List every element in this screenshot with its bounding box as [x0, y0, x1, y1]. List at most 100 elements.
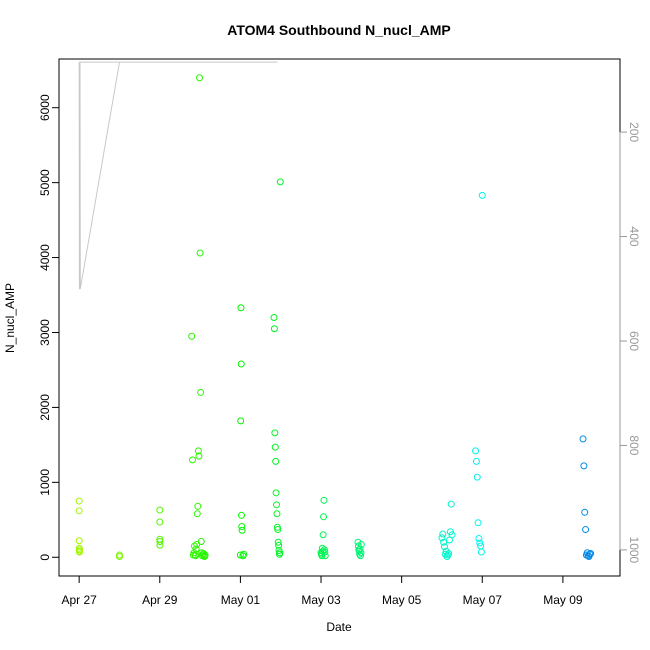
x-tick-label: Apr 29 — [142, 593, 178, 607]
data-point — [357, 549, 365, 557]
secondary-tick-label: 200 — [627, 122, 641, 142]
data-point — [196, 249, 204, 257]
data-point — [356, 550, 364, 558]
data-point — [444, 551, 452, 559]
x-tick-label: May 05 — [382, 593, 422, 607]
data-point — [193, 510, 201, 518]
data-point — [192, 552, 200, 560]
secondary-series-line — [78, 61, 278, 290]
data-point — [356, 545, 364, 553]
x-tick-label: May 07 — [463, 593, 503, 607]
data-point — [473, 473, 481, 481]
data-point — [276, 178, 284, 186]
y-tick-label: 0 — [38, 554, 52, 561]
data-point — [156, 541, 164, 549]
data-point — [439, 530, 447, 538]
data-point — [237, 417, 245, 425]
data-point — [75, 507, 83, 515]
data-point — [273, 510, 281, 518]
y-axis: 0 1000 2000 3000 4000 5000 6000 — [38, 94, 60, 561]
data-point — [197, 538, 205, 546]
data-point — [270, 314, 278, 321]
data-point — [440, 543, 448, 551]
secondary-series-lines — [78, 61, 278, 290]
data-point — [272, 457, 280, 465]
data-point — [270, 325, 278, 333]
data-point — [194, 447, 202, 455]
secondary-tick-label: 600 — [627, 331, 641, 351]
plot-frame — [58, 58, 621, 577]
data-point — [478, 191, 486, 199]
data-point — [274, 538, 282, 546]
x-tick-label: May 01 — [221, 593, 261, 607]
data-point — [272, 489, 280, 497]
data-point — [474, 519, 482, 527]
data-point — [275, 541, 283, 549]
data-point — [75, 546, 83, 554]
data-point — [194, 502, 202, 510]
data-point — [438, 534, 446, 542]
data-point — [321, 548, 329, 556]
data-point — [156, 518, 164, 526]
data-point — [448, 531, 456, 539]
y-axis-label: N_nucl_AMP — [3, 283, 17, 353]
data-point — [192, 545, 200, 553]
data-point — [197, 388, 205, 396]
data-point — [239, 552, 247, 560]
chart-title: ATOM4 Southbound N_nucl_AMP — [227, 22, 450, 38]
x-axis: Apr 27 Apr 29 May 01 May 03 May 05 May 07 May … — [61, 575, 583, 607]
data-point — [586, 550, 594, 558]
data-point — [189, 456, 197, 464]
data-point — [156, 538, 164, 546]
data-point — [238, 526, 246, 534]
data-point — [356, 552, 364, 560]
data-point — [188, 332, 196, 340]
data-point — [580, 462, 588, 470]
data-point — [447, 500, 455, 508]
y-tick-label: 6000 — [38, 94, 52, 121]
data-point — [75, 548, 83, 556]
data-point — [320, 496, 328, 504]
data-point — [357, 541, 365, 549]
data-point — [237, 304, 245, 312]
data-point — [445, 550, 453, 558]
data-point — [579, 435, 587, 443]
data-point — [472, 447, 480, 455]
x-tick-label: Apr 27 — [61, 593, 97, 607]
data-point — [271, 429, 279, 437]
data-point — [319, 531, 327, 539]
data-point — [320, 513, 328, 521]
secondary-tick-label: 800 — [627, 435, 641, 455]
data-point — [587, 550, 595, 558]
x-tick-label: May 03 — [301, 593, 341, 607]
y-tick-label: 5000 — [38, 169, 52, 196]
x-tick-label: May 09 — [543, 593, 583, 607]
data-point — [240, 550, 248, 558]
secondary-y-axis: 200 400 600 800 1000 — [619, 122, 641, 564]
data-point — [75, 497, 83, 505]
data-point — [273, 501, 281, 509]
y-tick-label: 3000 — [38, 319, 52, 346]
data-point — [237, 360, 245, 368]
data-point — [196, 74, 204, 82]
data-point — [475, 535, 483, 543]
y-tick-label: 4000 — [38, 244, 52, 271]
data-point — [271, 443, 279, 451]
data-point — [477, 548, 485, 556]
data-point — [582, 526, 590, 534]
data-point — [321, 552, 329, 560]
data-point — [581, 508, 589, 516]
data-point — [476, 539, 484, 547]
data-points — [75, 74, 595, 561]
data-point — [440, 538, 448, 546]
data-point — [156, 506, 164, 514]
data-point — [238, 511, 246, 519]
y-tick-label: 2000 — [38, 394, 52, 421]
data-point — [201, 551, 209, 559]
data-point — [238, 523, 246, 531]
data-point — [116, 553, 124, 561]
secondary-tick-label: 1000 — [627, 537, 641, 564]
secondary-tick-label: 400 — [627, 227, 641, 247]
y-tick-label: 1000 — [38, 469, 52, 496]
